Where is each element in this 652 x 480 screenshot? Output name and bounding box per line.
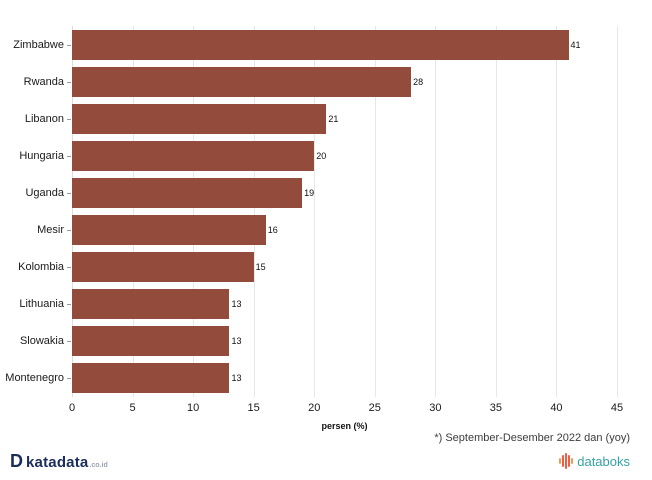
x-tick-label: 25 [368,402,381,414]
bar [72,66,412,97]
gridline [374,26,376,397]
y-tickmark [67,341,71,343]
bar [72,363,230,394]
y-tickmark [67,118,71,120]
y-axis-tickmarks [67,26,72,397]
bar-row: 21 [72,100,617,137]
x-tick-label: 5 [129,402,136,414]
y-category-label: Rwanda [23,75,64,88]
bar-value-label: 13 [231,373,242,384]
bar-row: 15 [72,249,617,286]
databoks-wordmark: databoks [577,453,630,469]
x-axis-ticks: 0 5 10 15 20 25 30 35 40 45 [68,402,623,416]
y-tickmark [67,304,71,306]
bar-row: 41 [72,26,617,63]
plot-area: 41 28 21 20 19 16 15 13 13 13 [72,26,618,397]
gridline [495,26,497,397]
databoks-logo: databoks [559,453,630,469]
y-tickmark [67,155,71,157]
bar [72,29,569,60]
x-tick-label: 10 [186,402,200,414]
x-tick-label: 15 [247,402,260,414]
gridline [193,26,195,397]
bar-row: 19 [72,174,617,211]
x-tick-label: 35 [489,402,502,414]
y-category-label: Hungaria [19,149,64,162]
gridline [253,26,255,397]
x-tick-label: 0 [68,402,76,414]
bar-value-label: 19 [304,187,315,198]
x-axis-title: persen (%) [321,421,368,431]
bar-value-label: 16 [267,225,278,236]
gridline [314,26,316,397]
bar-row: 16 [72,212,617,249]
bar-value-label: 20 [316,150,327,161]
x-tick-label: 40 [550,402,563,414]
y-category-label: Mesir [37,224,64,237]
katadata-domain-suffix: .co.id [89,462,108,469]
bar-row: 13 [72,360,617,397]
y-category-label: Libanon [24,112,64,125]
bar [72,289,230,320]
bar [72,252,254,283]
bar-row: 28 [72,63,617,100]
katadata-logo: D katadata .co.id [10,452,108,471]
y-tickmark [67,81,71,83]
katadata-d-icon: D [10,451,23,471]
gridline [617,26,618,397]
y-category-label: Zimbabwe [13,38,64,51]
bar-value-label: 15 [255,262,266,273]
bar-value-label: 13 [231,336,242,347]
bar-value-label: 28 [413,76,424,87]
databoks-bars-icon [559,453,574,469]
bar-value-label: 21 [328,113,339,124]
y-tickmark [67,267,71,269]
bar-row: 13 [72,323,617,360]
y-tickmark [67,378,71,380]
katadata-wordmark: katadata [26,454,89,471]
bar-value-label: 13 [231,299,242,310]
gridline [132,26,134,397]
y-category-label: Montenegro [5,372,64,385]
y-tickmark [67,230,71,232]
y-category-label: Kolombia [18,261,64,274]
y-axis-labels: Zimbabwe Rwanda Libanon Hungaria Uganda Mesir… [0,26,66,397]
y-category-label: Slowakia [19,335,64,348]
x-tick-label: 45 [610,402,624,414]
bar [72,103,327,134]
gridline [435,26,437,397]
x-tick-label: 30 [429,402,442,414]
bar [72,326,230,357]
gridline [556,26,558,397]
bar-row: 13 [72,286,617,323]
y-category-label: Lithuania [19,298,64,311]
y-tickmark [67,192,71,194]
gridline [72,26,73,397]
bar-row: 20 [72,137,617,174]
footnote: *) September-Desember 2022 dan (yoy) [434,432,630,444]
y-tickmark [67,44,71,46]
y-category-label: Uganda [25,186,64,199]
bar [72,215,266,246]
bar [72,177,303,208]
bar [72,140,315,171]
x-tick-label: 20 [308,402,321,414]
bar-value-label: 41 [570,39,581,50]
